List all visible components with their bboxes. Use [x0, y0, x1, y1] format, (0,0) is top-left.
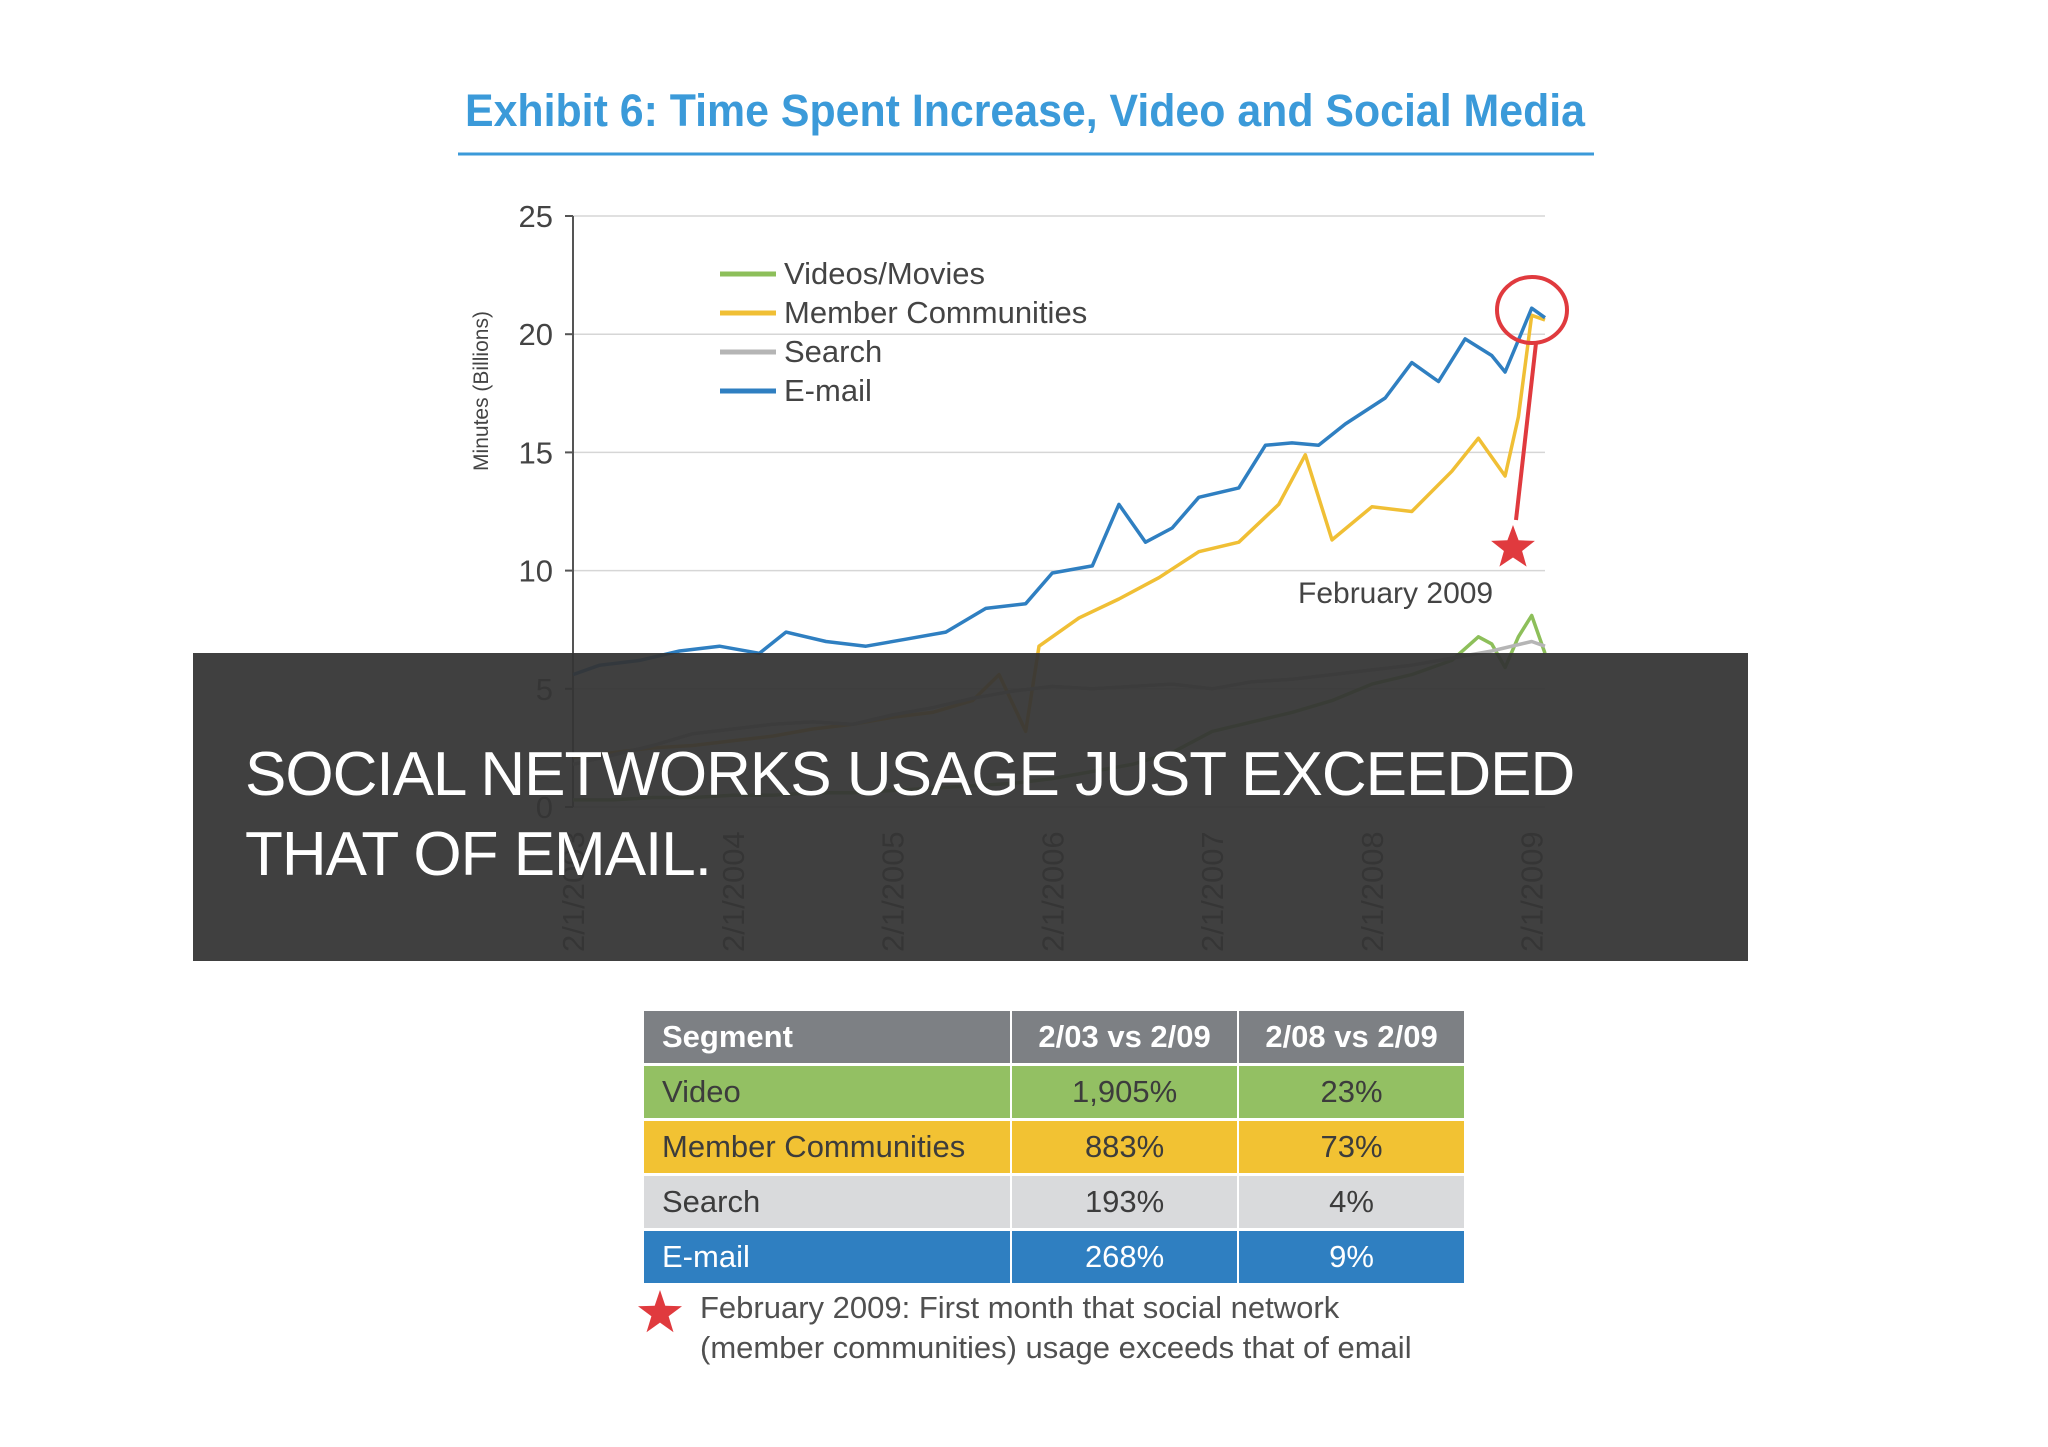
legend-label: Member Communities: [784, 295, 1087, 330]
table-header-row: Segment 2/03 vs 2/09 2/08 vs 2/09: [644, 1011, 1464, 1063]
legend-label: Search: [784, 334, 882, 369]
caption-line-2: THAT OF EMAIL.: [245, 820, 712, 889]
legend-label: Videos/Movies: [784, 256, 985, 291]
value-cell: 193%: [1012, 1176, 1238, 1228]
table-row: Member Communities 883% 73%: [644, 1121, 1464, 1173]
growth-table: Segment 2/03 vs 2/09 2/08 vs 2/09 Video …: [642, 1008, 1466, 1286]
legend: Videos/Movies Member Communities Search E-m…: [720, 256, 1087, 408]
table-row: Video 1,905% 23%: [644, 1066, 1464, 1118]
value-cell: 268%: [1012, 1231, 1238, 1283]
table-row: Search 193% 4%: [644, 1176, 1464, 1228]
value-cell: 883%: [1012, 1121, 1238, 1173]
footnote-line-2: (member communities) usage exceeds that …: [700, 1330, 1412, 1365]
value-cell: 9%: [1239, 1231, 1464, 1283]
value-cell: 23%: [1239, 1066, 1464, 1118]
star-icon: [638, 1290, 682, 1333]
annotation: February 2009: [1298, 275, 1569, 610]
segment-cell: Video: [644, 1066, 1011, 1118]
y-tick-label: 25: [519, 199, 553, 234]
header-2008-vs-2009: 2/08 vs 2/09: [1239, 1011, 1464, 1063]
caption-overlay: SOCIAL NETWORKS USAGE JUST EXCEEDED THAT …: [193, 653, 1748, 961]
value-cell: 1,905%: [1012, 1066, 1238, 1118]
table-row: E-mail 268% 9%: [644, 1231, 1464, 1283]
y-tick-label: 10: [519, 554, 553, 589]
highlight-circle: [1495, 275, 1569, 345]
caption-text: SOCIAL NETWORKS USAGE JUST EXCEEDED THAT …: [245, 735, 1575, 895]
value-cell: 4%: [1239, 1176, 1464, 1228]
chart-title: Exhibit 6: Time Spent Increase, Video an…: [465, 85, 1586, 136]
legend-label: E-mail: [784, 373, 872, 408]
annotation-label: February 2009: [1298, 577, 1493, 610]
segment-cell: E-mail: [644, 1231, 1011, 1283]
y-tick-label: 20: [519, 317, 553, 352]
footnote-line-1: February 2009: First month that social n…: [700, 1290, 1340, 1325]
y-tick-label: 15: [519, 435, 553, 470]
annotation-arrow: [1514, 342, 1538, 521]
segment-cell: Search: [644, 1176, 1011, 1228]
series-line-e-mail: [572, 306, 1547, 677]
y-axis-label: Minutes (Billions): [470, 311, 493, 471]
star-icon: [1491, 525, 1535, 567]
footnote-text: February 2009: First month that social n…: [700, 1288, 1500, 1368]
header-segment: Segment: [644, 1011, 1011, 1063]
segment-cell: Member Communities: [644, 1121, 1011, 1173]
header-2003-vs-2009: 2/03 vs 2/09: [1012, 1011, 1238, 1063]
caption-line-1: SOCIAL NETWORKS USAGE JUST EXCEEDED: [245, 740, 1575, 809]
value-cell: 73%: [1239, 1121, 1464, 1173]
